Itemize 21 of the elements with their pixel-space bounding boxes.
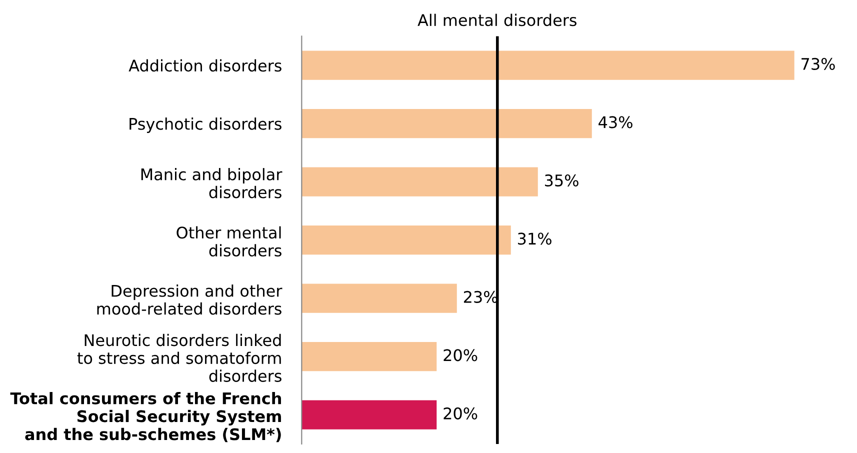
y-tick-label: Addiction disorders — [128, 59, 282, 72]
y-tick-label: Total consumers of the French Social Security System and the sub-schemes (SLM*) — [10, 392, 281, 442]
bar — [302, 226, 511, 255]
data-label: 73% — [802, 58, 835, 70]
data-label: 20% — [444, 407, 478, 420]
y-tick-label: Psychotic disorders — [130, 118, 282, 133]
data-label: 43% — [598, 116, 632, 128]
data-label: 20% — [444, 349, 478, 362]
y-tick-label: Manic and bipolar disorders — [141, 168, 282, 198]
bar — [302, 109, 592, 138]
bar — [302, 400, 437, 430]
data-label: 35% — [545, 174, 578, 186]
y-tick-label: Other mental disorders — [176, 226, 282, 257]
bar — [302, 50, 794, 80]
ref-line-label: All mental disorders — [418, 14, 576, 26]
bar — [302, 284, 457, 313]
y-tick-label: Neurotic disorders linked to stress and somatoform disorders — [77, 334, 282, 382]
bar — [302, 167, 538, 196]
bar — [302, 342, 437, 372]
data-label: 31% — [518, 232, 552, 245]
y-tick-label: Depression and other mood-related disorders — [97, 284, 282, 315]
